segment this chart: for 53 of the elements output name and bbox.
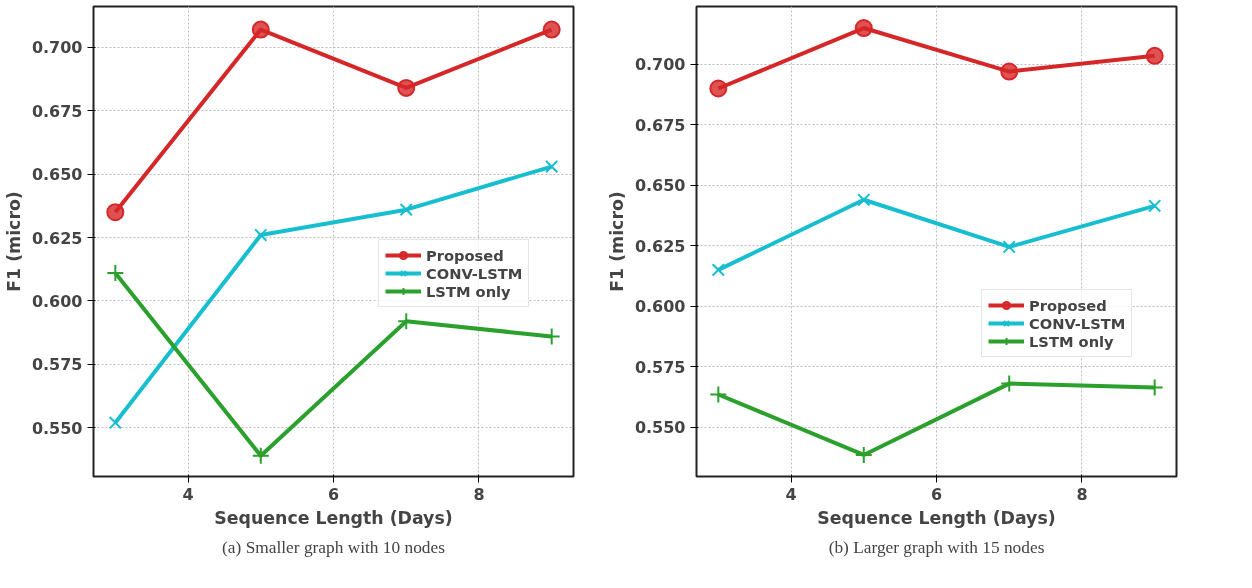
point: [1148, 199, 1162, 213]
legend-label: CONV-LSTM: [1029, 314, 1126, 332]
point: [1002, 240, 1016, 254]
y-axis-title: F1 (micro): [3, 191, 24, 292]
point: [854, 19, 873, 38]
y-tick-label: 0.625: [31, 228, 83, 248]
y-tick-label: 0.700: [634, 55, 686, 75]
y-tick-label: 0.675: [634, 115, 686, 135]
legend-label: CONV-LSTM: [426, 264, 523, 282]
legend-label: Proposed: [426, 246, 504, 264]
point: [399, 203, 413, 217]
y-tick-label: 0.600: [634, 297, 686, 317]
point: [711, 263, 725, 277]
x-axis-title: Sequence Length (Days): [817, 507, 1056, 528]
y-tick-label: 0.650: [634, 176, 686, 196]
point: [106, 264, 125, 283]
y-tick-label: 0.575: [31, 355, 83, 375]
legend-label: Proposed: [1029, 296, 1107, 314]
x-axis-title: Sequence Length (Days): [214, 507, 453, 528]
text: (a) Smaller graph with 10 nodes: [222, 537, 446, 557]
y-tick-label: 0.600: [31, 291, 83, 311]
point: [254, 228, 268, 242]
x-tick-label: 8: [473, 484, 485, 504]
x-tick-label: 8: [1076, 484, 1088, 504]
x-tick-label: 6: [327, 484, 340, 504]
y-tick-label: 0.550: [634, 418, 686, 438]
y-axis-title: F1 (micro): [606, 191, 627, 292]
x-tick-label: 6: [930, 484, 943, 504]
y-tick-label: 0.700: [31, 38, 83, 58]
point: [397, 78, 416, 97]
point: [1000, 62, 1019, 81]
point: [1145, 46, 1164, 65]
y-tick-label: 0.675: [31, 101, 83, 121]
y-tick-label: 0.575: [634, 357, 686, 377]
point: [857, 193, 871, 207]
point: [108, 416, 122, 430]
point: [709, 385, 728, 404]
legend-label: LSTM only: [426, 282, 511, 300]
point: [106, 203, 125, 222]
point: [251, 446, 270, 465]
y-tick-label: 0.650: [31, 165, 83, 185]
point: [709, 79, 728, 98]
x-tick-label: 4: [182, 484, 194, 504]
y-tick-label: 0.550: [31, 418, 83, 438]
point: [542, 327, 561, 346]
x-tick-label: 4: [785, 484, 797, 504]
text: (b) Larger graph with 15 nodes: [828, 537, 1045, 557]
point: [542, 20, 561, 39]
point: [251, 20, 270, 39]
point: [545, 159, 559, 174]
legend-label: LSTM only: [1029, 332, 1114, 350]
point: [854, 445, 873, 464]
y-tick-label: 0.625: [634, 236, 686, 256]
